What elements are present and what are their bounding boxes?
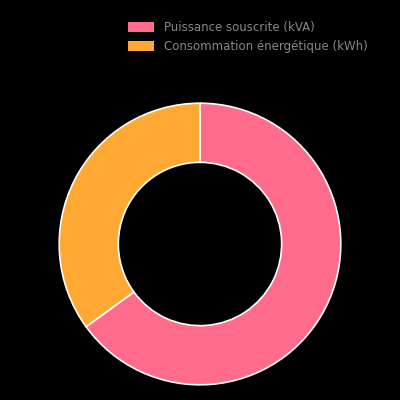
Wedge shape [59, 103, 200, 327]
Legend: Puissance souscrite (kVA), Consommation énergétique (kWh): Puissance souscrite (kVA), Consommation … [128, 21, 368, 53]
Wedge shape [86, 103, 341, 385]
